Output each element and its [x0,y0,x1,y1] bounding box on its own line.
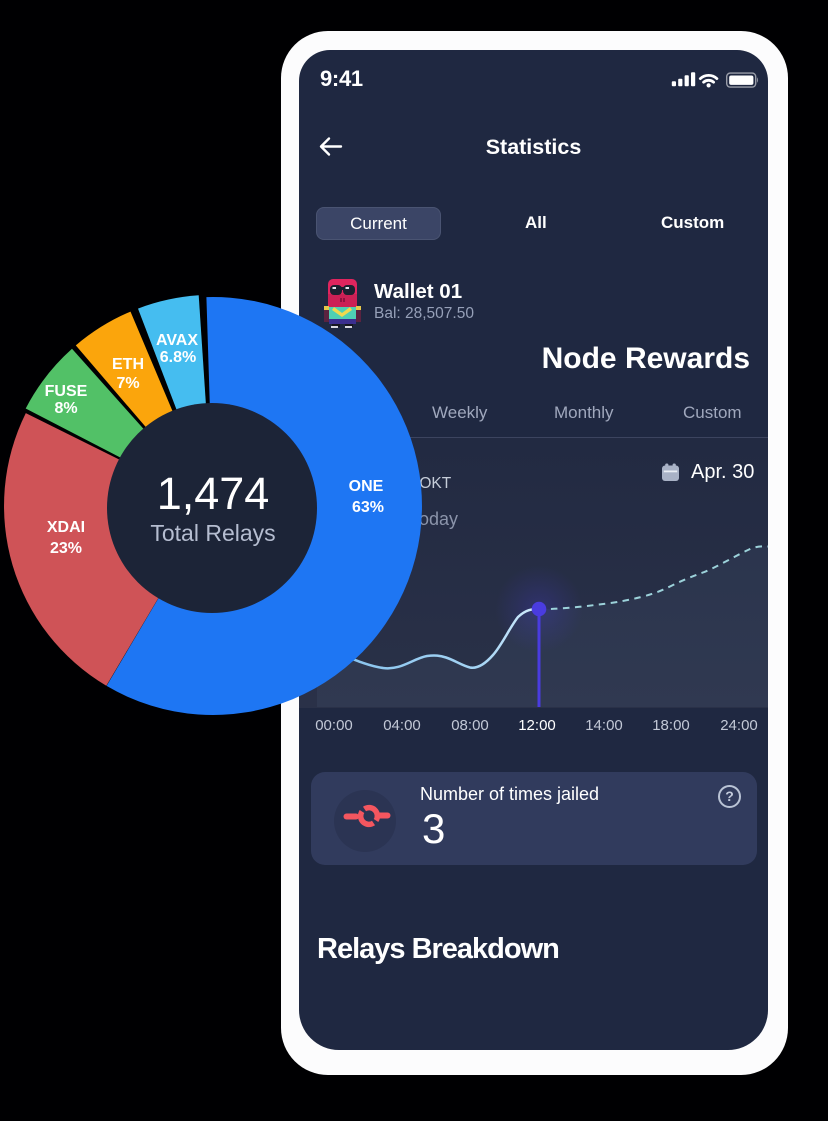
svg-text:8%: 8% [54,400,77,417]
svg-text:1,474: 1,474 [157,468,270,519]
svg-text:FUSE: FUSE [45,383,88,400]
svg-text:Total Relays: Total Relays [150,520,275,546]
svg-text:7%: 7% [116,375,139,392]
svg-text:23%: 23% [50,540,82,557]
svg-text:AVAX: AVAX [156,332,198,349]
svg-text:ONE: ONE [349,478,384,495]
svg-text:63%: 63% [352,499,384,516]
svg-text:ETH: ETH [112,356,144,373]
svg-text:6.8%: 6.8% [160,349,196,366]
svg-text:XDAI: XDAI [47,519,85,536]
